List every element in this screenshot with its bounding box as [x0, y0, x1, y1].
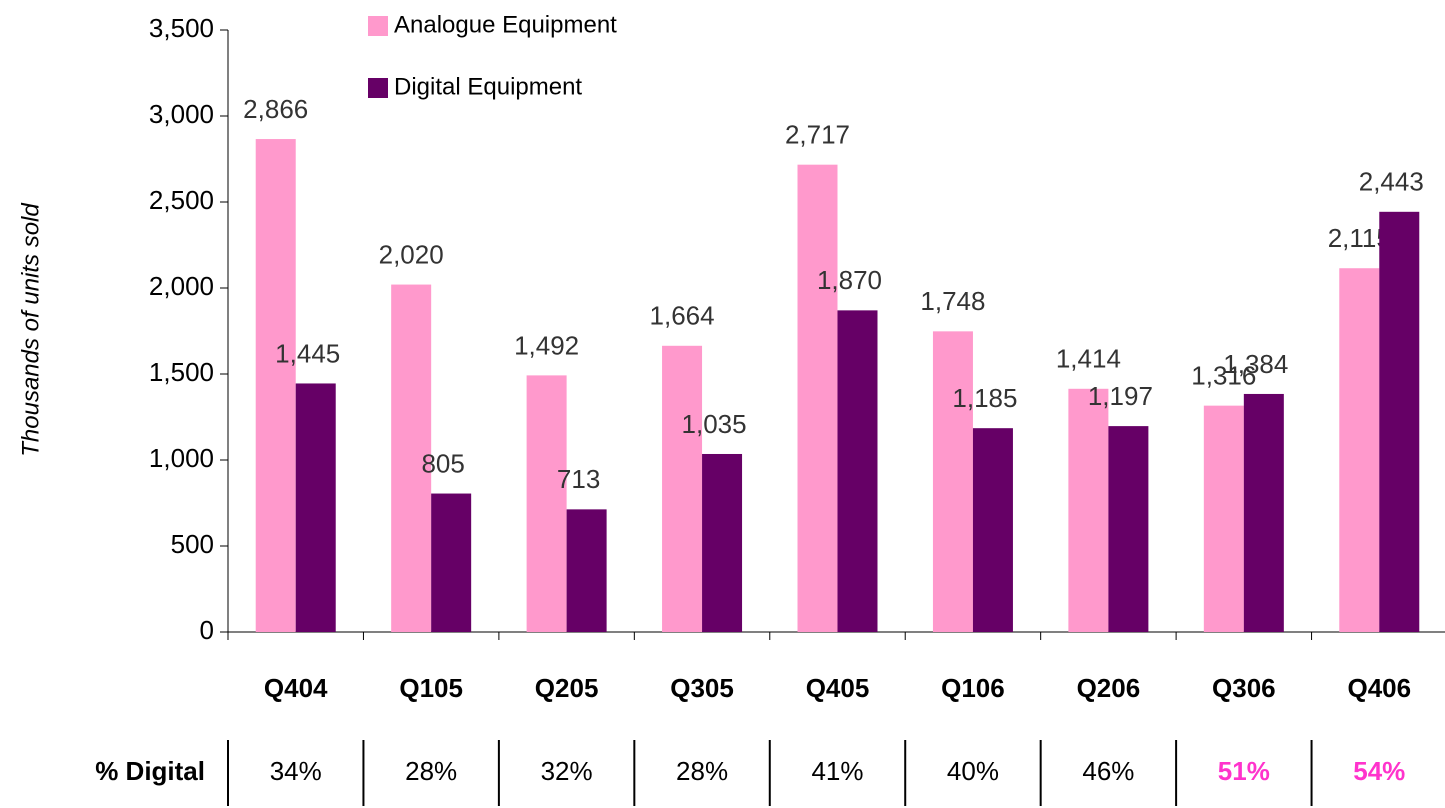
y-tick-label: 1,000: [149, 443, 214, 473]
data-label: 1,316: [1191, 361, 1256, 391]
y-tick-label: 500: [171, 529, 214, 559]
x-tick-label: Q405: [806, 673, 870, 703]
bar: [255, 139, 296, 632]
share-row-label: % Digital: [95, 756, 205, 786]
bar: [662, 345, 703, 632]
share-value: 54%: [1353, 756, 1405, 786]
data-label: 1,664: [650, 301, 715, 331]
data-label: 713: [557, 464, 600, 494]
data-label: 1,384: [1223, 349, 1288, 379]
share-value: 40%: [947, 756, 999, 786]
bar: [797, 164, 838, 632]
x-tick-label: Q404: [264, 673, 328, 703]
share-value: 28%: [405, 756, 457, 786]
legend-label: Analogue Equipment: [394, 11, 617, 38]
data-label: 1,748: [920, 286, 985, 316]
y-tick-label: 3,500: [149, 13, 214, 43]
bar: [431, 493, 472, 632]
x-tick-label: Q406: [1347, 673, 1411, 703]
y-tick-label: 2,500: [149, 185, 214, 215]
legend-swatch: [368, 16, 388, 36]
data-label: 1,492: [514, 330, 579, 360]
data-label: 2,866: [243, 94, 308, 124]
x-tick-label: Q206: [1077, 673, 1141, 703]
bar: [295, 383, 336, 632]
share-value: 28%: [676, 756, 728, 786]
bar: [972, 428, 1013, 632]
bar: [391, 284, 432, 632]
bar: [932, 331, 973, 632]
data-label: 1,185: [952, 383, 1017, 413]
bar: [1379, 211, 1420, 632]
data-label: 1,870: [817, 265, 882, 295]
y-tick-label: 2,000: [149, 271, 214, 301]
share-value: 41%: [811, 756, 863, 786]
data-label: 2,717: [785, 120, 850, 150]
share-value: 32%: [541, 756, 593, 786]
y-tick-label: 0: [200, 615, 214, 645]
data-label: 2,443: [1359, 167, 1424, 197]
x-tick-label: Q306: [1212, 673, 1276, 703]
data-label: 1,197: [1088, 381, 1153, 411]
legend-label: Digital Equipment: [394, 73, 582, 100]
data-label: 1,414: [1056, 344, 1121, 374]
data-label: 1,445: [275, 338, 340, 368]
data-label: 805: [421, 448, 464, 478]
bar: [702, 453, 743, 632]
bar: [1339, 268, 1380, 632]
bar: [1108, 426, 1149, 632]
data-label: 1,035: [682, 409, 747, 439]
bar: [1243, 393, 1284, 632]
x-tick-label: Q205: [535, 673, 599, 703]
bar: [1068, 388, 1109, 632]
y-tick-label: 1,500: [149, 357, 214, 387]
data-label: 2,020: [379, 239, 444, 269]
x-tick-label: Q305: [670, 673, 734, 703]
share-value: 34%: [270, 756, 322, 786]
legend-swatch: [368, 78, 388, 98]
bar: [1203, 405, 1244, 632]
bar: [526, 375, 567, 632]
x-tick-label: Q106: [941, 673, 1005, 703]
bar: [837, 310, 878, 632]
x-tick-label: Q105: [399, 673, 463, 703]
y-tick-label: 3,000: [149, 99, 214, 129]
share-value: 51%: [1218, 756, 1270, 786]
y-axis-label: Thousands of units sold: [17, 203, 44, 457]
share-value: 46%: [1082, 756, 1134, 786]
bar: [566, 509, 607, 632]
